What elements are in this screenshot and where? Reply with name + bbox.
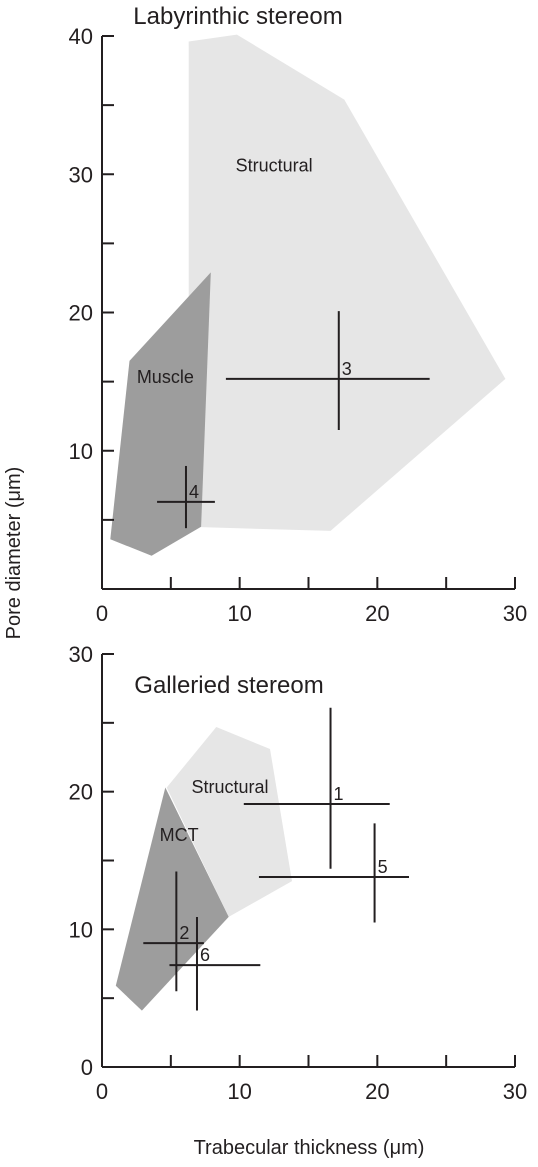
labyrinthic-panel: 0 10 20 30 10 20 30 40 Structural Muscle 3 4 Labyrin…: [69, 3, 528, 626]
y-tick-label: 30: [69, 162, 93, 187]
structural-region-label: Structural: [236, 155, 313, 175]
muscle-region: [110, 272, 211, 556]
y-tick-label: 0: [81, 1055, 93, 1080]
structural-region: [166, 727, 292, 917]
point-4-label: 4: [189, 482, 199, 502]
y-tick-label: 20: [69, 301, 93, 326]
y-axis-label: Pore diameter (μm): [3, 467, 25, 640]
mct-region: [115, 787, 229, 1011]
galleried-title: Galleried stereom: [134, 672, 323, 699]
structural-region-label: Structural: [192, 777, 269, 797]
structural-region: [188, 34, 506, 531]
point-3-label: 3: [342, 359, 352, 379]
y-tick-label: 40: [69, 24, 93, 49]
x-axis-label: Trabecular thickness (μm): [194, 1137, 425, 1159]
labyrinthic-title: Labyrinthic stereom: [133, 3, 342, 30]
y-tick-label: 10: [69, 439, 93, 464]
point-5-label: 5: [378, 857, 388, 877]
mct-region-label: MCT: [160, 825, 199, 845]
point-1-label: 1: [334, 784, 344, 804]
x-tick-label: 30: [503, 1079, 527, 1104]
x-tick-label: 10: [227, 1079, 251, 1104]
galleried-panel: 0 10 20 30 0 10 20 30 Structural MCT 1 5 26 Galleried…: [69, 642, 528, 1104]
point-2-label: 2: [179, 923, 189, 943]
x-tick-label: 20: [365, 1079, 389, 1104]
x-tick-label: 0: [96, 1079, 108, 1104]
y-tick-label: 20: [69, 780, 93, 805]
x-tick-label: 20: [365, 601, 389, 626]
y-tick-label: 10: [69, 917, 93, 942]
point-6-label: 6: [200, 945, 210, 965]
muscle-region-label: Muscle: [137, 367, 194, 387]
y-tick-label: 30: [69, 642, 93, 667]
x-tick-label: 10: [227, 601, 251, 626]
x-tick-label: 30: [503, 601, 527, 626]
x-tick-label: 0: [96, 601, 108, 626]
